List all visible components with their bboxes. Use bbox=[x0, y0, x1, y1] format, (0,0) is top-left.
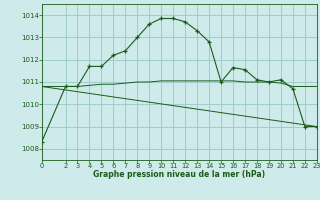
X-axis label: Graphe pression niveau de la mer (hPa): Graphe pression niveau de la mer (hPa) bbox=[93, 170, 265, 179]
